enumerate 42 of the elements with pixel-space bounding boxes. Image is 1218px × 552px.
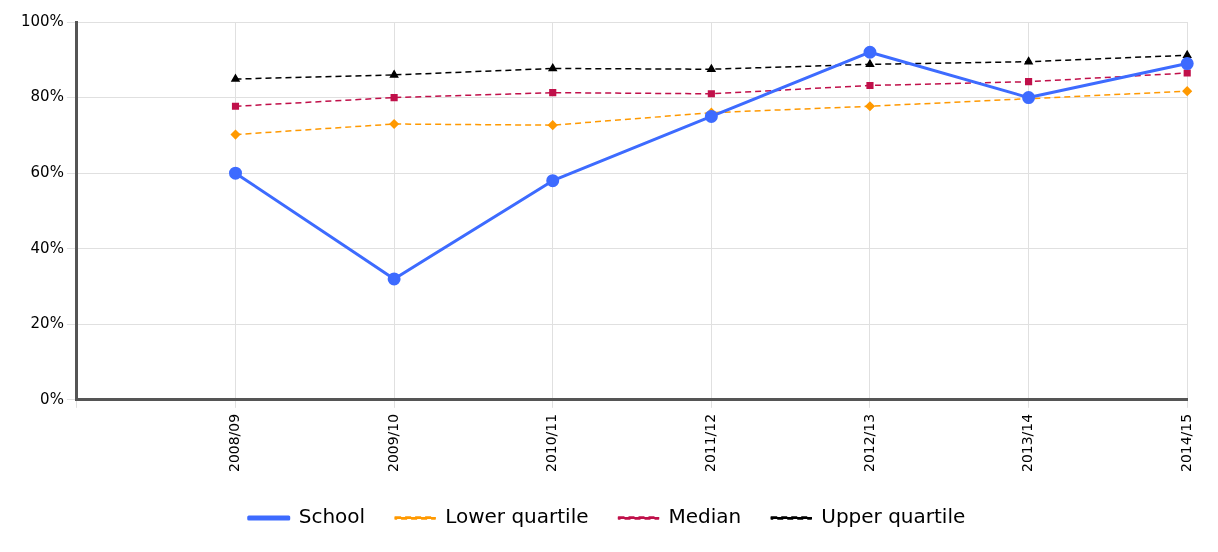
point xyxy=(866,81,874,90)
point xyxy=(229,166,242,180)
x-tick-label: 2014/15 xyxy=(1177,413,1194,473)
point xyxy=(231,102,240,110)
y-tick-label: 20% xyxy=(30,314,64,333)
y-tick-label: 40% xyxy=(30,238,64,257)
x-tick-label: 2008/09 xyxy=(226,413,243,473)
point xyxy=(549,89,557,97)
point xyxy=(390,93,398,102)
point xyxy=(387,272,401,286)
point xyxy=(1024,56,1033,65)
legend-label: Lower quartile xyxy=(445,504,589,529)
x-tick-label: 2012/13 xyxy=(860,413,877,473)
point xyxy=(548,63,557,72)
y-tick-label: 0% xyxy=(40,389,64,408)
y-tick-label: 60% xyxy=(30,163,64,182)
point xyxy=(707,90,715,98)
y-tick-label: 80% xyxy=(30,87,64,106)
point xyxy=(863,45,877,59)
point xyxy=(389,70,399,78)
point xyxy=(1025,78,1033,86)
point xyxy=(546,174,560,188)
point xyxy=(1182,50,1192,58)
point xyxy=(1180,57,1194,71)
point xyxy=(865,101,875,112)
x-tick-label: 2011/12 xyxy=(701,413,718,473)
legend-label: Median xyxy=(668,504,742,529)
point xyxy=(1182,86,1192,96)
point xyxy=(865,59,875,68)
legend-label: Upper quartile xyxy=(821,504,966,529)
y-tick-label: 100% xyxy=(20,11,64,30)
legend-label: School xyxy=(298,504,366,529)
point xyxy=(230,129,241,140)
x-tick-label: 2009/10 xyxy=(384,413,401,473)
point xyxy=(547,120,558,130)
x-tick-label: 2010/11 xyxy=(543,413,560,473)
point xyxy=(707,64,716,72)
point xyxy=(704,109,718,123)
point xyxy=(231,74,240,82)
point xyxy=(389,119,399,129)
x-tick-label: 2013/14 xyxy=(1019,413,1036,473)
point xyxy=(1183,69,1191,77)
